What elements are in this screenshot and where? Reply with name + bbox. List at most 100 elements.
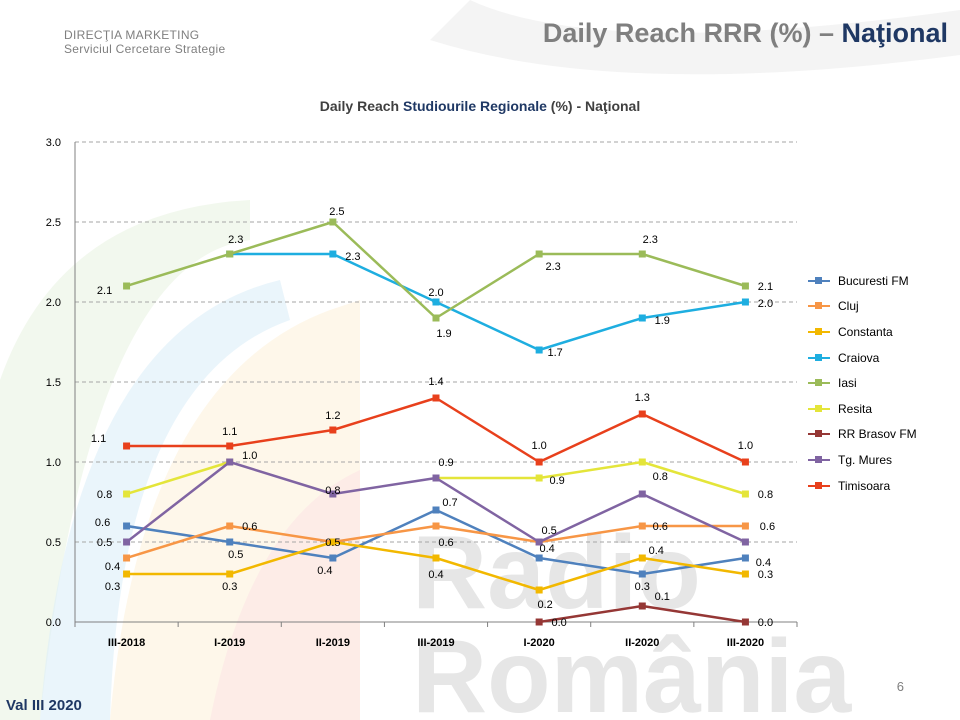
legend-label: Iasi <box>838 376 857 391</box>
x-tick-label: I-2019 <box>214 637 245 649</box>
data-point-tg-mures <box>535 538 543 546</box>
data-point-bucuresti-fm <box>329 554 337 562</box>
series-line-timisoara <box>126 396 746 464</box>
data-point-constanta <box>123 570 131 578</box>
data-label: 0.5 <box>228 549 243 561</box>
data-label: 0.6 <box>95 517 110 529</box>
data-label: 2.3 <box>345 251 360 263</box>
data-label: 0.8 <box>653 471 668 483</box>
org-service: Serviciul Cercetare Strategie <box>64 42 226 56</box>
data-point-constanta <box>741 570 749 578</box>
data-point-bucuresti-fm <box>123 522 131 530</box>
data-point-bucuresti-fm <box>226 538 234 546</box>
data-label: 0.0 <box>551 617 566 629</box>
y-tick-label: 0.5 <box>46 537 61 549</box>
data-label: 1.1 <box>222 426 237 438</box>
x-tick-label: III-2020 <box>727 637 764 649</box>
data-point-iasi <box>638 250 646 258</box>
legend-item: RR Brasov FM <box>808 422 917 448</box>
chart-title: Daily Reach Studiourile Regionale (%) - … <box>0 98 960 114</box>
data-point-craiova <box>638 314 646 322</box>
x-tick-label: III-2018 <box>108 637 145 649</box>
data-point-iasi <box>432 314 440 322</box>
data-point-cluj <box>432 522 440 530</box>
data-label: 0.1 <box>655 591 670 603</box>
data-label: 0.5 <box>541 525 556 537</box>
legend-item: Timisoara <box>808 473 917 499</box>
legend-label: Craiova <box>838 350 880 365</box>
data-label: 0.9 <box>549 475 564 487</box>
wave-label: Val III 2020 <box>6 697 82 714</box>
legend-label: Timisoara <box>838 478 891 493</box>
data-label: 2.0 <box>758 298 773 310</box>
data-point-craiova <box>741 298 749 306</box>
legend-swatch <box>808 301 830 311</box>
data-label: 1.3 <box>635 392 650 404</box>
data-label: 0.4 <box>105 561 120 573</box>
data-point-iasi <box>535 250 543 258</box>
data-label: 0.9 <box>438 457 453 469</box>
slide-title: Daily Reach RRR (%) – Naţional <box>543 18 948 49</box>
data-point-tg-mures <box>226 458 234 466</box>
data-point-constanta <box>329 538 337 546</box>
chart-title-part1: Daily Reach <box>319 98 403 114</box>
data-label: 0.0 <box>758 617 773 629</box>
data-label: 1.0 <box>242 450 257 462</box>
legend-item: Bucuresti FM <box>808 268 917 294</box>
legend-item: Craiova <box>808 345 917 371</box>
data-label: 0.2 <box>537 599 552 611</box>
data-label: 0.8 <box>97 489 112 501</box>
legend-label: Cluj <box>838 299 859 314</box>
data-label: 0.6 <box>242 521 257 533</box>
legend-item: Iasi <box>808 370 917 396</box>
data-point-timisoara <box>329 426 337 434</box>
data-label: 1.9 <box>655 315 670 327</box>
data-point-constanta <box>638 554 646 562</box>
legend-swatch <box>808 455 830 465</box>
data-label: 1.0 <box>738 440 753 452</box>
data-label: 0.5 <box>325 537 340 549</box>
data-point-timisoara <box>741 458 749 466</box>
data-label: 0.3 <box>758 569 773 581</box>
data-point-cluj <box>123 554 131 562</box>
data-point-tg-mures <box>432 474 440 482</box>
legend-item: Resita <box>808 396 917 422</box>
data-point-cluj <box>638 522 646 530</box>
data-point-iasi <box>123 282 131 290</box>
organization-header: DIRECŢIA MARKETING Serviciul Cercetare S… <box>64 28 225 56</box>
legend-swatch <box>808 404 830 414</box>
data-point-craiova <box>432 298 440 306</box>
x-tick-label: I-2020 <box>524 637 555 649</box>
data-label: 0.7 <box>442 497 457 509</box>
data-point-bucuresti-fm <box>432 506 440 514</box>
slide-title-main: Daily Reach RRR (%) – <box>542 18 842 48</box>
data-point-tg-mures <box>741 538 749 546</box>
data-point-bucuresti-fm <box>535 554 543 562</box>
data-label: 2.1 <box>758 281 773 293</box>
data-label: 0.8 <box>325 485 340 497</box>
data-point-bucuresti-fm <box>741 554 749 562</box>
data-label: 1.0 <box>531 440 546 452</box>
data-label: 0.4 <box>756 557 771 569</box>
data-label: 2.3 <box>545 261 560 273</box>
data-label: 0.6 <box>653 521 668 533</box>
data-point-craiova <box>329 250 337 258</box>
x-tick-label: III-2019 <box>417 637 454 649</box>
legend-label: Constanta <box>838 324 893 339</box>
data-label: 0.4 <box>317 565 332 577</box>
data-label: 1.4 <box>428 376 443 388</box>
data-point-timisoara <box>226 442 234 450</box>
slide-title-accent: Naţional <box>841 18 948 48</box>
data-point-tg-mures <box>638 490 646 498</box>
y-tick-label: 2.0 <box>46 297 61 309</box>
data-point-constanta <box>535 586 543 594</box>
data-point-rr-brasov-fm <box>741 618 749 626</box>
page-number: 6 <box>896 679 904 694</box>
data-label: 0.6 <box>438 537 453 549</box>
data-label: 0.4 <box>428 569 443 581</box>
legend-swatch <box>808 327 830 337</box>
legend-swatch <box>808 481 830 491</box>
y-tick-label: 0.0 <box>46 617 61 629</box>
chart-legend: Bucuresti FM Cluj Constanta Craiova Iasi Resi… <box>808 268 917 498</box>
